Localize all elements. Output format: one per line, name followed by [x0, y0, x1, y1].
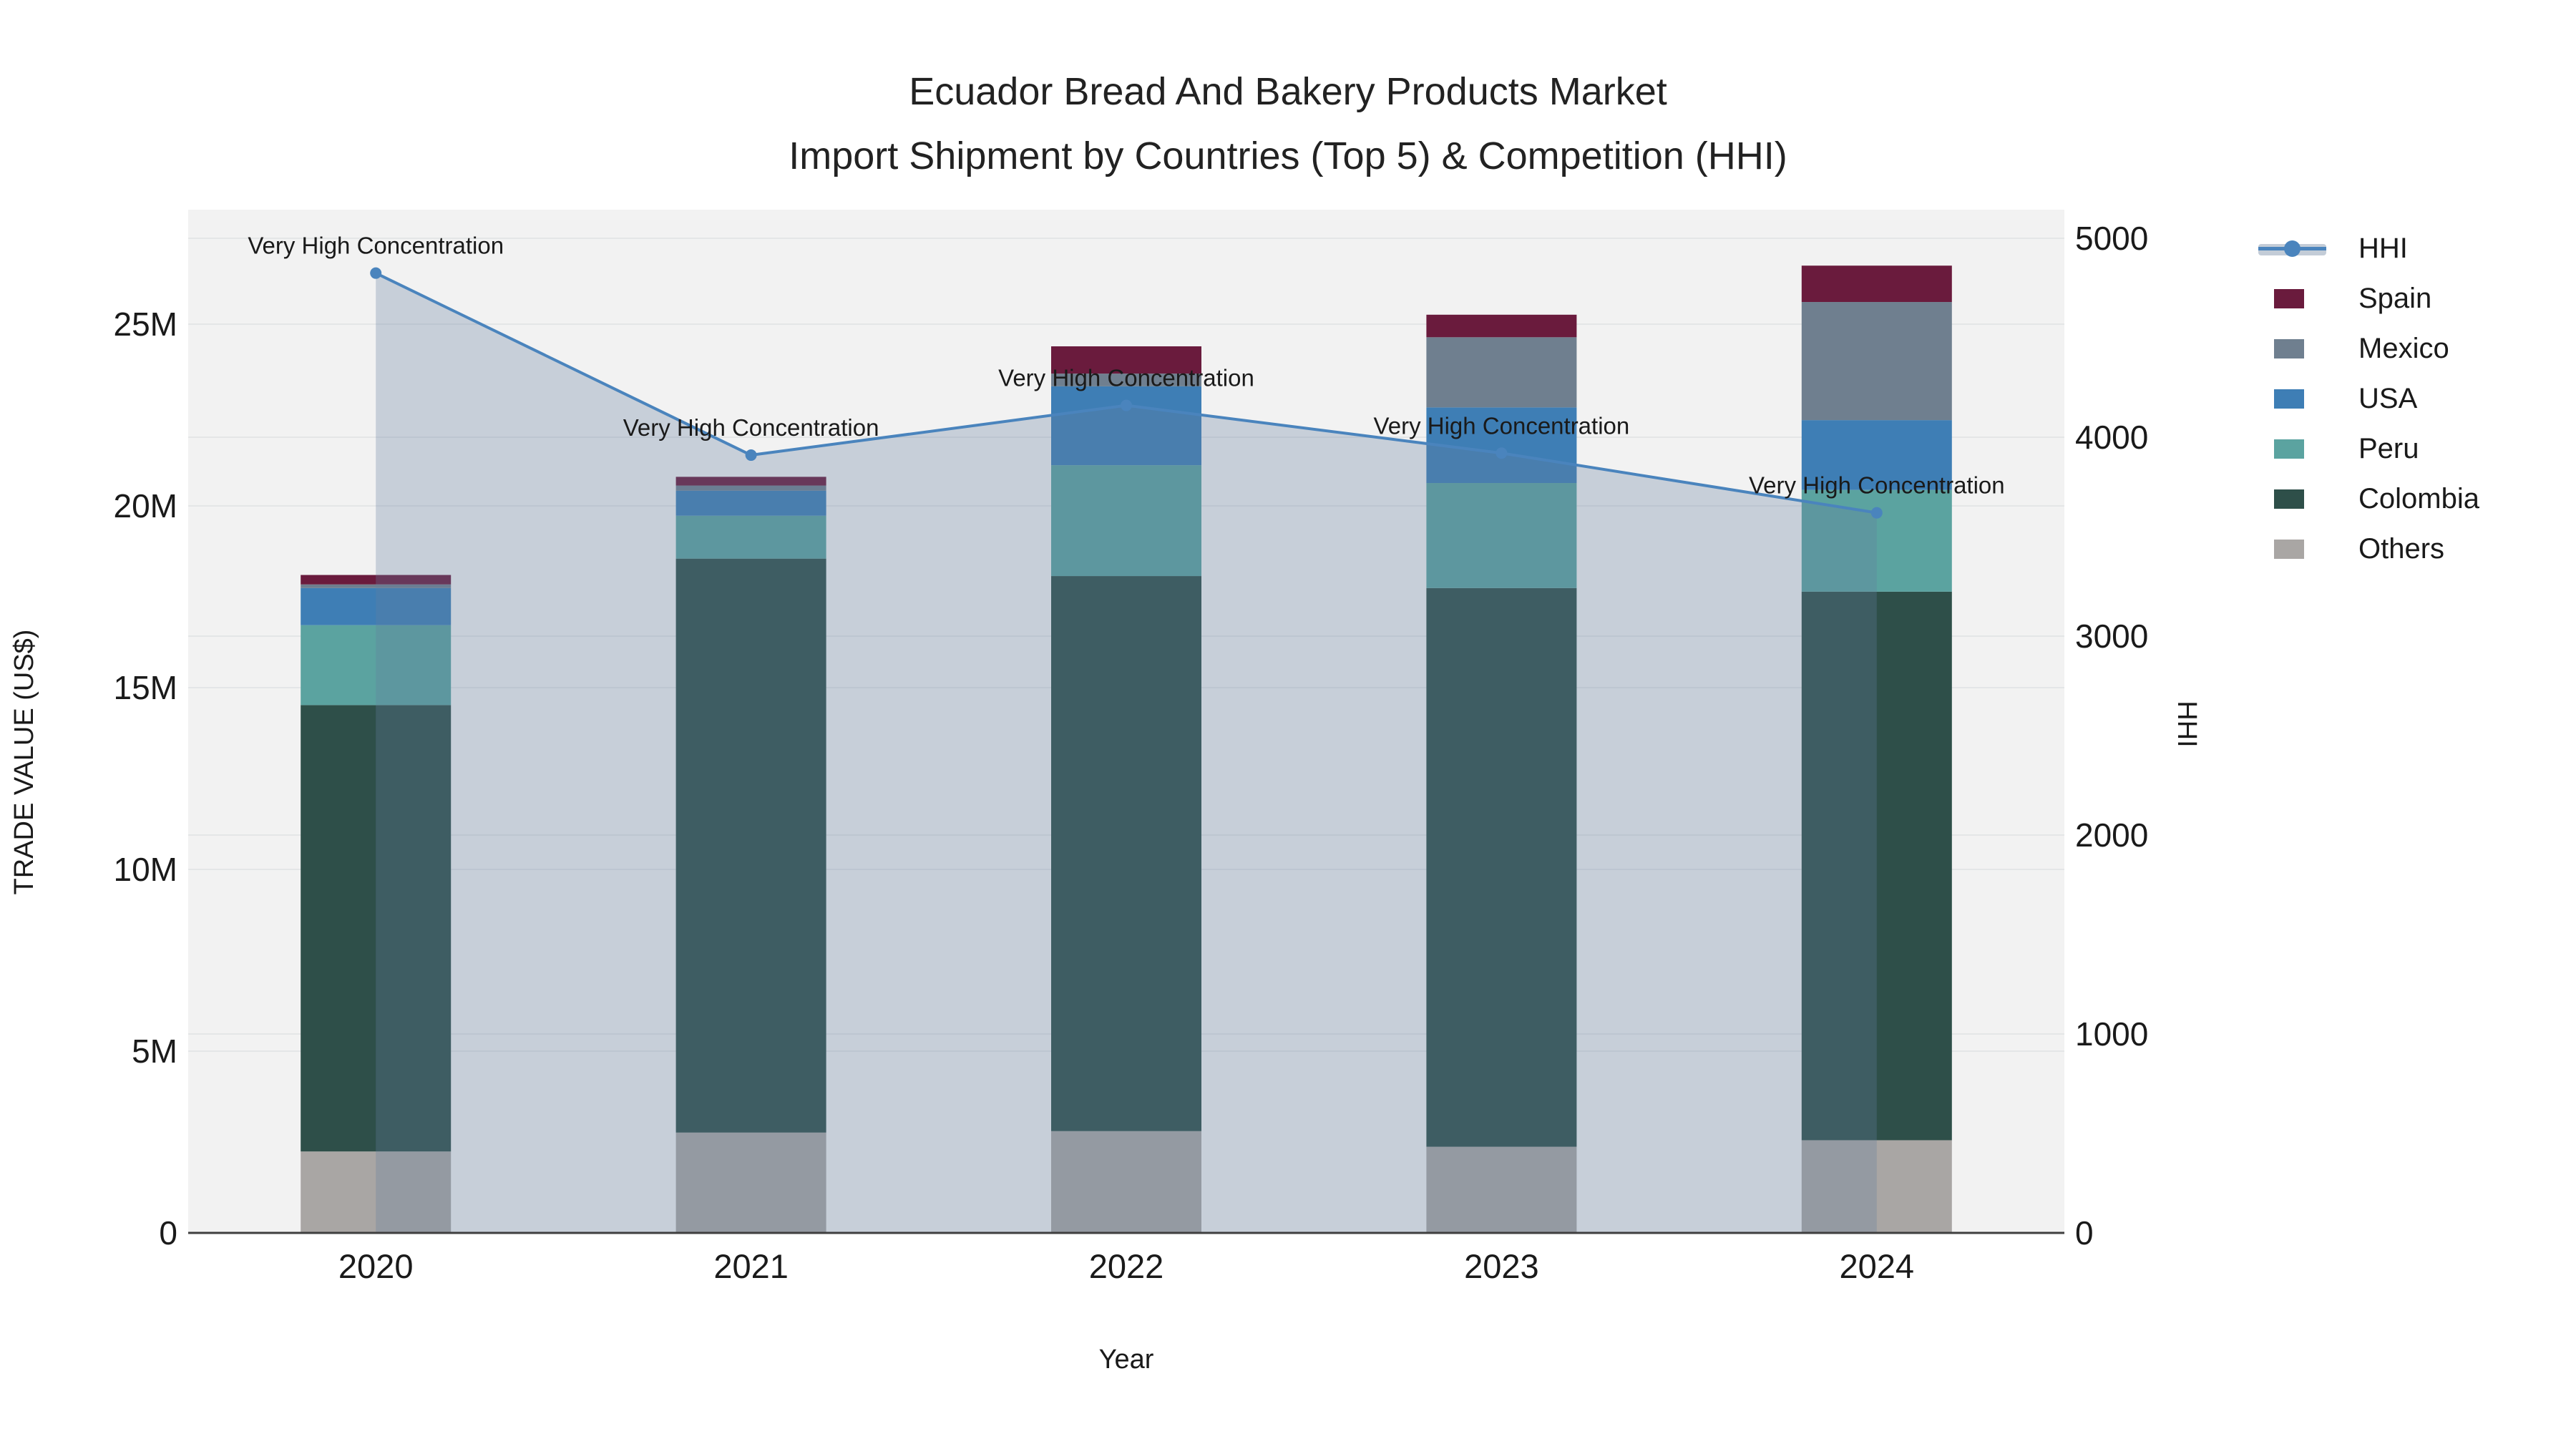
bar-segment-colombia-2022: [1051, 576, 1201, 1131]
left-tick-10M: 10M: [114, 851, 177, 888]
left-tick-15M: 15M: [114, 669, 177, 706]
right-tick-5000: 5000: [2075, 220, 2148, 257]
legend-item-colombia[interactable]: Colombia: [2254, 474, 2479, 524]
x-tick-2020: 2020: [338, 1247, 414, 1285]
bar-segment-mexico-2024: [1801, 302, 1952, 421]
hhi-marker-2020: [370, 267, 382, 279]
legend-label: Others: [2358, 532, 2445, 565]
bar-segment-peru-2020: [301, 625, 452, 706]
y-axis-title-left: TRADE VALUE (US$): [9, 630, 39, 895]
right-tick-4000: 4000: [2075, 419, 2148, 456]
spain-swatch: [2274, 288, 2304, 308]
left-tick-5M: 5M: [132, 1033, 177, 1070]
bar-segment-others-2020: [301, 1151, 452, 1233]
legend-item-usa[interactable]: USA: [2254, 374, 2479, 424]
annotation-2020: Very High Concentration: [248, 233, 504, 259]
x-tick-2022: 2022: [1089, 1247, 1164, 1285]
legend-label: HHI: [2358, 232, 2408, 264]
usa-swatch: [2274, 389, 2304, 409]
bar-segment-usa-2023: [1426, 407, 1577, 484]
legend-label: Peru: [2358, 432, 2419, 464]
chart-title: Ecuador Bread And Bakery Products Market…: [0, 69, 2576, 178]
hhi-marker-2021: [745, 449, 757, 462]
right-tick-1000: 1000: [2075, 1015, 2148, 1053]
bar-segment-others-2021: [675, 1132, 826, 1233]
bar-segment-colombia-2021: [675, 558, 826, 1133]
hhi-marker-2024: [1870, 507, 1883, 519]
bar-segment-peru-2021: [675, 515, 826, 559]
annotation-2021: Very High Concentration: [623, 414, 879, 441]
bar-segment-peru-2023: [1426, 483, 1577, 588]
bar-series: [301, 265, 1952, 1233]
bar-segment-peru-2022: [1051, 465, 1201, 577]
hhi-marker-2022: [1121, 399, 1132, 411]
annotation-2023: Very High Concentration: [1374, 412, 1630, 439]
legend-item-spain[interactable]: Spain: [2254, 273, 2479, 323]
left-tick-0: 0: [159, 1214, 177, 1252]
bar-2024: [1801, 265, 1952, 1233]
bar-segment-others-2024: [1801, 1140, 1952, 1233]
annotation-2022: Very High Concentration: [998, 365, 1254, 391]
bar-segment-mexico-2023: [1426, 337, 1577, 408]
bar-segment-spain-2022: [1051, 346, 1201, 374]
bar-segment-spain-2021: [675, 477, 826, 486]
right-tick-0: 0: [2075, 1214, 2094, 1252]
bar-2022: [1051, 346, 1201, 1233]
right-tick-3000: 3000: [2075, 618, 2148, 655]
right-tick-2000: 2000: [2075, 816, 2148, 854]
others-swatch: [2274, 539, 2304, 559]
hhi-line-swatch: [2254, 239, 2328, 258]
bar-segment-spain-2024: [1801, 265, 1952, 303]
chart-title-line1: Ecuador Bread And Bakery Products Market: [909, 70, 1667, 113]
legend-item-mexico[interactable]: Mexico: [2254, 323, 2479, 374]
x-tick-2024: 2024: [1840, 1247, 1915, 1285]
legend-item-others[interactable]: Others: [2254, 524, 2479, 574]
bar-segment-others-2022: [1051, 1131, 1201, 1233]
legend-label: USA: [2358, 382, 2418, 414]
peru-swatch: [2274, 439, 2304, 459]
bar-segment-usa-2020: [301, 587, 452, 625]
bar-segment-colombia-2023: [1426, 587, 1577, 1147]
legend: HHI Spain Mexico USA Peru Colombia Other…: [2254, 223, 2479, 574]
bar-segment-colombia-2024: [1801, 591, 1952, 1141]
legend-item-peru[interactable]: Peru: [2254, 424, 2479, 474]
bar-2023: [1426, 314, 1577, 1233]
x-tick-2023: 2023: [1464, 1247, 1539, 1285]
hhi-marker-2023: [1496, 447, 1508, 459]
bar-segment-mexico-2020: [301, 584, 452, 588]
bar-segment-usa-2022: [1051, 386, 1201, 466]
left-tick-25M: 25M: [114, 306, 177, 343]
annotation-2024: Very High Concentration: [1749, 472, 2005, 499]
mexico-swatch: [2274, 338, 2304, 358]
y-axis-title-right: HHI: [2172, 701, 2202, 747]
bar-segment-mexico-2022: [1051, 374, 1201, 386]
bar-segment-colombia-2020: [301, 705, 452, 1152]
x-tick-2021: 2021: [713, 1247, 789, 1285]
hhi-area-fill: [376, 273, 1877, 1233]
bar-2020: [301, 575, 452, 1233]
bar-segment-peru-2024: [1801, 489, 1952, 592]
bar-segment-spain-2020: [301, 575, 452, 585]
legend-label: Mexico: [2358, 332, 2449, 364]
left-tick-20M: 20M: [114, 487, 177, 525]
bar-segment-usa-2024: [1801, 420, 1952, 490]
bar-2021: [675, 477, 826, 1233]
x-axis-title: Year: [1099, 1345, 1154, 1375]
colombia-swatch: [2274, 489, 2304, 509]
legend-item-hhi[interactable]: HHI: [2254, 223, 2479, 273]
bar-segment-usa-2021: [675, 490, 826, 516]
bar-segment-mexico-2021: [675, 485, 826, 491]
bar-segment-others-2023: [1426, 1146, 1577, 1233]
chart-title-line2: Import Shipment by Countries (Top 5) & C…: [789, 135, 1787, 177]
legend-label: Spain: [2358, 282, 2432, 314]
legend-label: Colombia: [2358, 482, 2479, 514]
bar-segment-spain-2023: [1426, 314, 1577, 338]
